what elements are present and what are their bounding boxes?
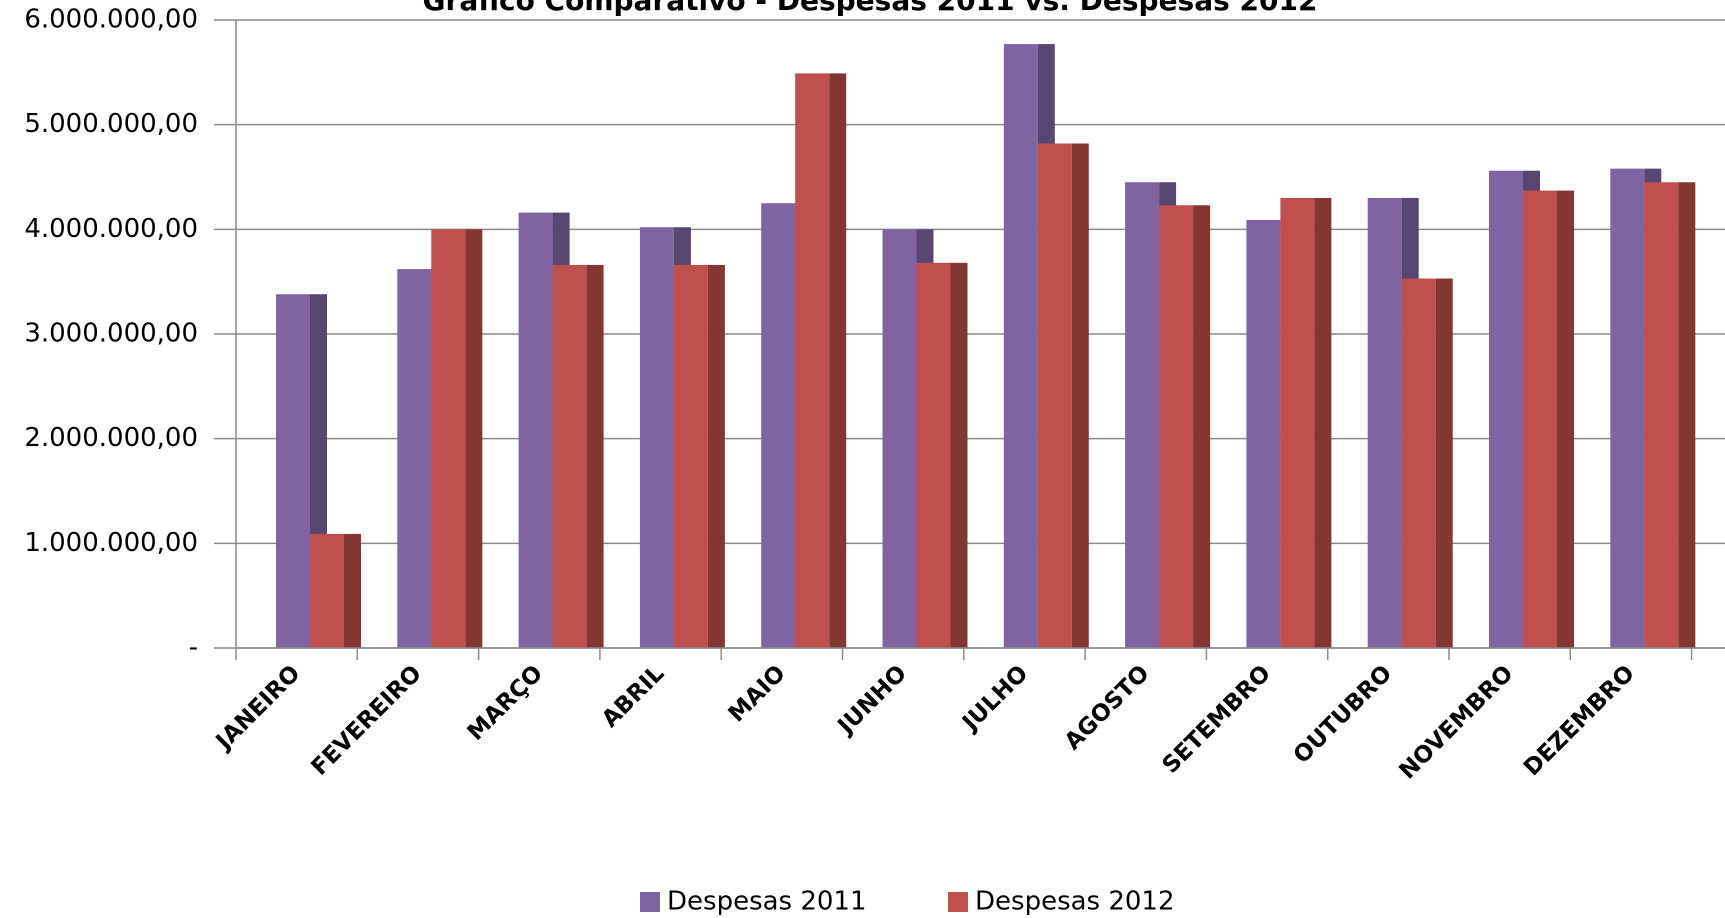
bar [916,262,951,648]
legend-swatch [948,892,968,912]
legend-label: Despesas 2012 [975,887,1175,917]
y-tick-label: 6.000.000,00 [24,5,198,35]
bar-side [344,533,361,648]
y-tick-label: 2.000.000,00 [24,423,198,453]
bar [552,264,587,648]
bar [761,203,796,648]
bar [1489,170,1523,648]
bar-side [465,229,483,649]
bar-side [1314,197,1332,648]
bar-side [1193,205,1211,648]
y-tick-label: - [189,633,198,663]
bar [1125,182,1160,648]
bar-side [1678,182,1696,648]
bar [1401,278,1436,648]
bar [795,73,830,648]
bar [518,212,553,648]
y-tick-label: 3.000.000,00 [24,319,198,349]
bar [1246,219,1281,648]
bar [673,264,708,648]
bar-side [1071,143,1089,649]
y-tick-label: 1.000.000,00 [24,528,198,558]
bar-side [586,264,604,648]
y-tick-label: 5.000.000,00 [24,109,198,139]
bar-side [950,262,968,648]
bar [1610,168,1645,649]
bar-side [1557,190,1574,648]
bar-side [829,73,847,648]
chart-title: Gráfico Comparativo - Despesas 2011 vs. … [423,0,1318,17]
bar [397,269,432,648]
bar [276,294,310,648]
bar [1644,182,1679,648]
bar [1280,197,1315,648]
y-tick-label: 4.000.000,00 [24,214,198,244]
bar [431,229,466,649]
bar [1523,190,1557,648]
bar [1003,44,1038,648]
bar [639,227,674,649]
bar [1037,143,1072,649]
bar [1367,197,1402,648]
bar [310,533,344,648]
bar [882,229,917,649]
legend-label: Despesas 2011 [667,887,867,917]
bar [1159,205,1194,648]
bar-side [1435,278,1453,648]
legend-swatch [640,892,660,912]
bar-side [707,264,725,648]
